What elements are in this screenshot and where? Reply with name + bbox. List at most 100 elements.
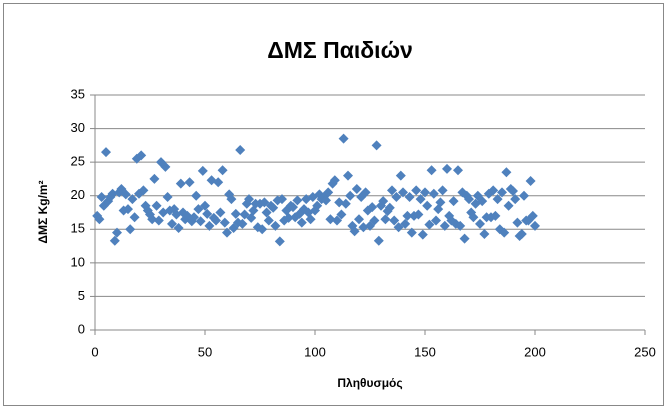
point bbox=[162, 192, 173, 203]
point bbox=[455, 220, 466, 231]
point bbox=[329, 175, 340, 186]
point bbox=[371, 140, 382, 151]
point bbox=[424, 219, 435, 230]
point bbox=[312, 200, 323, 211]
y-tick-label: 30 bbox=[71, 120, 85, 135]
point bbox=[202, 208, 213, 219]
point bbox=[530, 220, 540, 231]
point bbox=[129, 212, 140, 223]
point bbox=[147, 214, 158, 225]
point bbox=[204, 220, 215, 231]
point bbox=[195, 216, 206, 227]
point bbox=[149, 173, 160, 184]
point bbox=[411, 185, 422, 196]
point bbox=[378, 196, 389, 207]
point bbox=[367, 202, 378, 213]
point bbox=[402, 210, 413, 221]
point bbox=[94, 214, 105, 225]
point bbox=[404, 192, 415, 203]
point bbox=[283, 212, 294, 223]
point bbox=[175, 178, 186, 189]
point bbox=[200, 200, 210, 211]
point bbox=[219, 217, 230, 228]
point bbox=[400, 218, 411, 229]
point bbox=[261, 207, 272, 218]
point bbox=[389, 215, 400, 226]
point bbox=[109, 235, 120, 246]
point bbox=[321, 195, 331, 206]
point bbox=[475, 218, 485, 229]
point bbox=[464, 194, 474, 205]
point bbox=[246, 212, 257, 223]
point bbox=[435, 197, 446, 208]
point bbox=[422, 200, 433, 211]
point bbox=[468, 212, 479, 223]
x-tick-label: 0 bbox=[91, 344, 98, 359]
point bbox=[360, 187, 371, 198]
point bbox=[296, 217, 307, 228]
point bbox=[270, 220, 281, 231]
point bbox=[125, 224, 136, 235]
point bbox=[323, 187, 334, 198]
point bbox=[244, 194, 254, 205]
point bbox=[413, 209, 424, 220]
point bbox=[127, 194, 138, 205]
point bbox=[189, 212, 199, 223]
point bbox=[222, 227, 232, 238]
point bbox=[277, 194, 287, 205]
point bbox=[477, 196, 488, 207]
point bbox=[263, 215, 274, 226]
point bbox=[101, 147, 111, 158]
point bbox=[123, 204, 133, 215]
point bbox=[384, 202, 395, 213]
point bbox=[428, 188, 439, 199]
point bbox=[118, 205, 129, 216]
chart-border bbox=[3, 3, 664, 406]
point bbox=[373, 235, 384, 246]
point bbox=[415, 194, 426, 205]
point bbox=[217, 165, 228, 176]
point bbox=[235, 145, 246, 156]
point bbox=[211, 215, 221, 226]
point bbox=[160, 161, 171, 172]
point bbox=[527, 210, 538, 221]
point bbox=[230, 208, 241, 219]
point bbox=[516, 228, 527, 239]
point bbox=[325, 214, 336, 225]
point bbox=[332, 215, 342, 226]
point bbox=[448, 196, 459, 207]
point bbox=[184, 177, 195, 188]
point bbox=[167, 218, 177, 229]
point bbox=[512, 217, 523, 228]
point bbox=[508, 186, 518, 197]
point bbox=[354, 214, 364, 225]
point bbox=[197, 165, 208, 176]
point bbox=[351, 184, 362, 194]
point bbox=[153, 215, 164, 226]
point bbox=[387, 185, 397, 196]
x-tick-label: 50 bbox=[198, 344, 212, 359]
point bbox=[490, 210, 501, 221]
point bbox=[151, 200, 162, 211]
point bbox=[395, 170, 406, 181]
point bbox=[497, 187, 507, 198]
point bbox=[442, 163, 452, 174]
point bbox=[338, 133, 349, 144]
point bbox=[501, 167, 512, 178]
point bbox=[499, 227, 510, 238]
point bbox=[288, 202, 298, 213]
point bbox=[173, 222, 184, 233]
point bbox=[237, 218, 248, 229]
point bbox=[510, 194, 521, 205]
point bbox=[292, 195, 303, 206]
point bbox=[391, 192, 402, 203]
y-tick-label: 25 bbox=[71, 154, 85, 169]
point bbox=[213, 177, 224, 188]
point bbox=[268, 202, 279, 213]
point bbox=[96, 192, 107, 203]
point bbox=[417, 229, 428, 240]
point bbox=[120, 189, 131, 200]
point bbox=[426, 165, 437, 176]
point bbox=[334, 197, 345, 208]
